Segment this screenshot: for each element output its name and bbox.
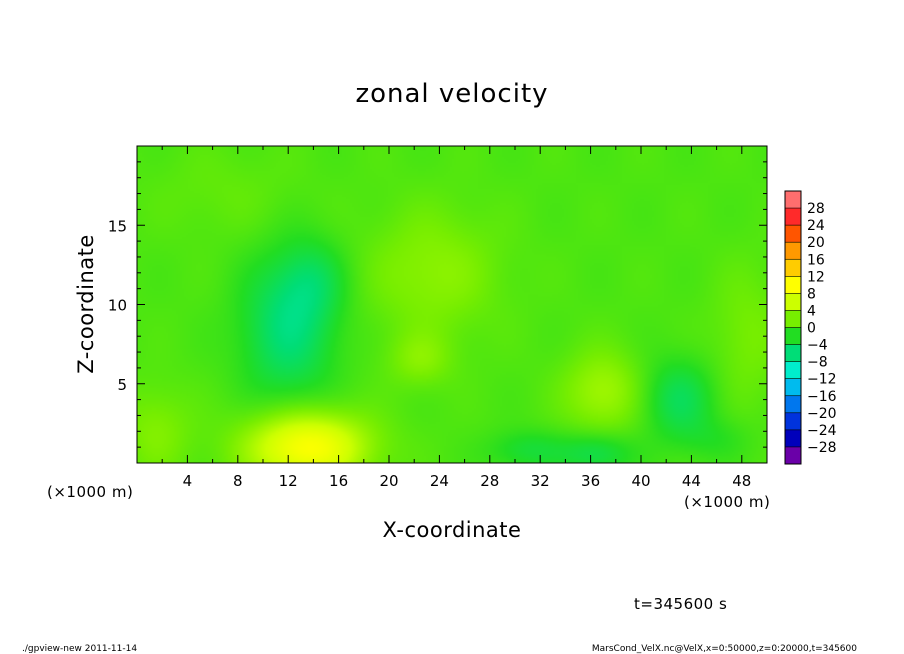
colorbar-swatch — [785, 344, 801, 362]
x-tick-label: 44 — [682, 472, 701, 490]
colorbar-swatch — [785, 327, 801, 345]
x-axis: 4 8 12 16 20 24 28 32 36 40 44 48 — [161, 146, 768, 490]
y-tick-label: 10 — [108, 297, 127, 315]
colorbar-label: −28 — [807, 440, 837, 456]
x-unit-left: (×1000 m) — [47, 483, 133, 501]
colorbar-swatch — [785, 361, 801, 379]
colorbar-label: 28 — [807, 201, 825, 217]
colorbar-swatch — [785, 276, 801, 294]
colorbar-label: 0 — [807, 321, 816, 337]
footer-left: ./gpview-new 2011-11-14 — [22, 644, 137, 654]
x-tick-label: 20 — [379, 472, 398, 490]
colorbar-swatch — [785, 412, 801, 431]
footer-right: MarsCond_VelX.nc@VelX,x=0:50000,z=0:2000… — [592, 644, 857, 654]
time-label: t=345600 s — [634, 595, 727, 613]
x-axis-label: X-coordinate — [383, 518, 522, 542]
colorbar-swatch — [785, 225, 801, 243]
colorbar-swatch — [785, 429, 801, 448]
x-tick-label: 36 — [581, 472, 600, 490]
colorbar-label: 16 — [807, 252, 825, 268]
x-tick-label: 12 — [279, 472, 298, 490]
colorbar-swatch — [785, 293, 801, 311]
x-tick-label: 48 — [732, 472, 751, 490]
colorbar-swatch — [785, 446, 801, 465]
chart-title: zonal velocity — [355, 79, 548, 109]
colorbar-swatch — [785, 208, 801, 226]
y-tick-label: 15 — [108, 217, 127, 235]
x-tick-label: 32 — [531, 472, 550, 490]
colorbar-swatch — [785, 242, 801, 260]
colorbar-label: −12 — [807, 372, 837, 388]
x-tick-label: 4 — [183, 472, 193, 490]
x-tick-label: 8 — [233, 472, 243, 490]
y-tick-label: 5 — [117, 376, 127, 394]
y-axis-label: Z-coordinate — [74, 234, 98, 374]
x-tick-label: 40 — [631, 472, 650, 490]
colorbar-label: −20 — [807, 406, 837, 422]
colorbar-label: −16 — [807, 389, 837, 405]
x-tick-label: 16 — [329, 472, 348, 490]
x-tick-label: 28 — [480, 472, 499, 490]
colorbar-swatch — [785, 191, 801, 209]
colorbar-label: 24 — [807, 218, 825, 234]
colorbar-label: 4 — [807, 303, 816, 319]
colorbar-swatch — [785, 259, 801, 277]
colorbar-label: 8 — [807, 286, 816, 302]
colorbar-label: 20 — [807, 235, 825, 251]
colorbar-label: −24 — [807, 423, 837, 439]
colorbar-label: −8 — [807, 355, 828, 371]
colorbar-label: −4 — [807, 338, 828, 354]
colorbar-label: 12 — [807, 269, 825, 285]
heatmap-field — [137, 146, 767, 463]
colorbar-swatch — [785, 378, 801, 397]
x-unit-right: (×1000 m) — [684, 493, 770, 511]
x-tick-label: 24 — [430, 472, 449, 490]
y-axis: 5 10 15 — [108, 161, 767, 448]
colorbar-swatch — [785, 310, 801, 328]
colorbar-swatch — [785, 395, 801, 414]
